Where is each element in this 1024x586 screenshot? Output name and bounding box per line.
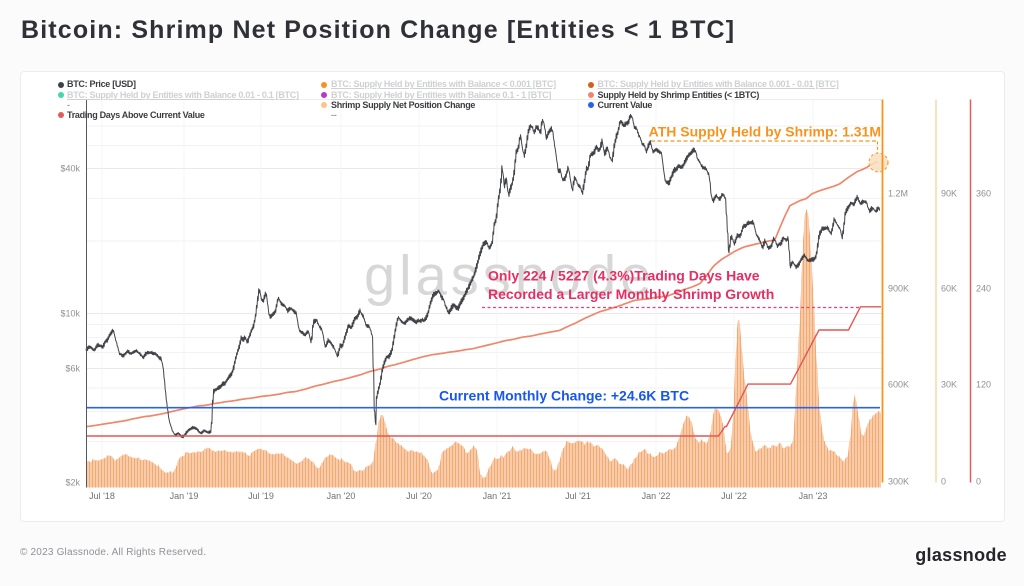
svg-text:Jul '21: Jul '21 xyxy=(565,491,591,501)
svg-text:0: 0 xyxy=(976,476,981,486)
svg-text:Jan '19: Jan '19 xyxy=(170,491,199,501)
svg-text:Jul '18: Jul '18 xyxy=(89,491,115,501)
svg-text:$40k: $40k xyxy=(60,163,80,173)
svg-text:Jul '20: Jul '20 xyxy=(406,491,432,501)
svg-text:Jul '19: Jul '19 xyxy=(248,491,274,501)
svg-text:$2k: $2k xyxy=(65,477,80,487)
svg-text:Jan '20: Jan '20 xyxy=(327,491,356,501)
svg-text:30K: 30K xyxy=(941,379,957,389)
svg-text:90K: 90K xyxy=(941,188,957,198)
svg-text:0: 0 xyxy=(941,476,946,486)
svg-text:Jan '23: Jan '23 xyxy=(799,491,828,501)
svg-text:300K: 300K xyxy=(888,476,909,486)
svg-text:Only 224 / 5227 (4.3%)Trading: Only 224 / 5227 (4.3%)Trading Days Have xyxy=(488,267,760,283)
svg-text:ATH Supply Held by Shrimp: 1.3: ATH Supply Held by Shrimp: 1.31M xyxy=(649,123,881,139)
svg-text:Current Monthly Change: +24.6K: Current Monthly Change: +24.6K BTC xyxy=(439,387,689,403)
svg-text:1.2M: 1.2M xyxy=(888,188,908,198)
svg-text:glassnode: glassnode xyxy=(364,243,655,306)
svg-text:120: 120 xyxy=(976,379,991,389)
svg-text:900K: 900K xyxy=(888,283,909,293)
svg-text:Jul '22: Jul '22 xyxy=(721,491,747,501)
svg-text:$10k: $10k xyxy=(60,308,80,318)
svg-text:$6k: $6k xyxy=(65,363,80,373)
svg-text:Recorded a Larger Monthly Shri: Recorded a Larger Monthly Shrimp Growth xyxy=(488,286,774,302)
svg-text:240: 240 xyxy=(976,283,991,293)
svg-text:60K: 60K xyxy=(941,283,957,293)
svg-text:Jan '22: Jan '22 xyxy=(642,491,671,501)
svg-text:Jan '21: Jan '21 xyxy=(483,491,512,501)
svg-text:600K: 600K xyxy=(888,379,909,389)
svg-text:360: 360 xyxy=(976,188,991,198)
